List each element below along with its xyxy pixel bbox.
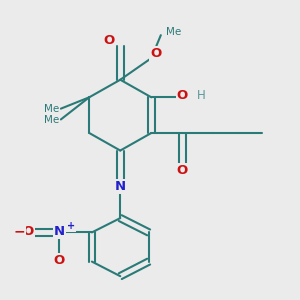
Text: N: N — [115, 180, 126, 193]
Text: O: O — [177, 164, 188, 177]
Text: −: − — [13, 225, 25, 238]
Text: Me: Me — [44, 115, 59, 125]
Text: N: N — [54, 225, 65, 238]
Text: O: O — [104, 34, 115, 47]
Text: H: H — [197, 89, 206, 102]
Text: O: O — [150, 47, 162, 60]
Text: O: O — [23, 225, 34, 238]
Text: Me: Me — [166, 28, 182, 38]
Text: O: O — [54, 254, 65, 267]
Text: O: O — [177, 89, 188, 102]
Text: +: + — [67, 221, 75, 232]
Text: Me: Me — [44, 104, 59, 114]
